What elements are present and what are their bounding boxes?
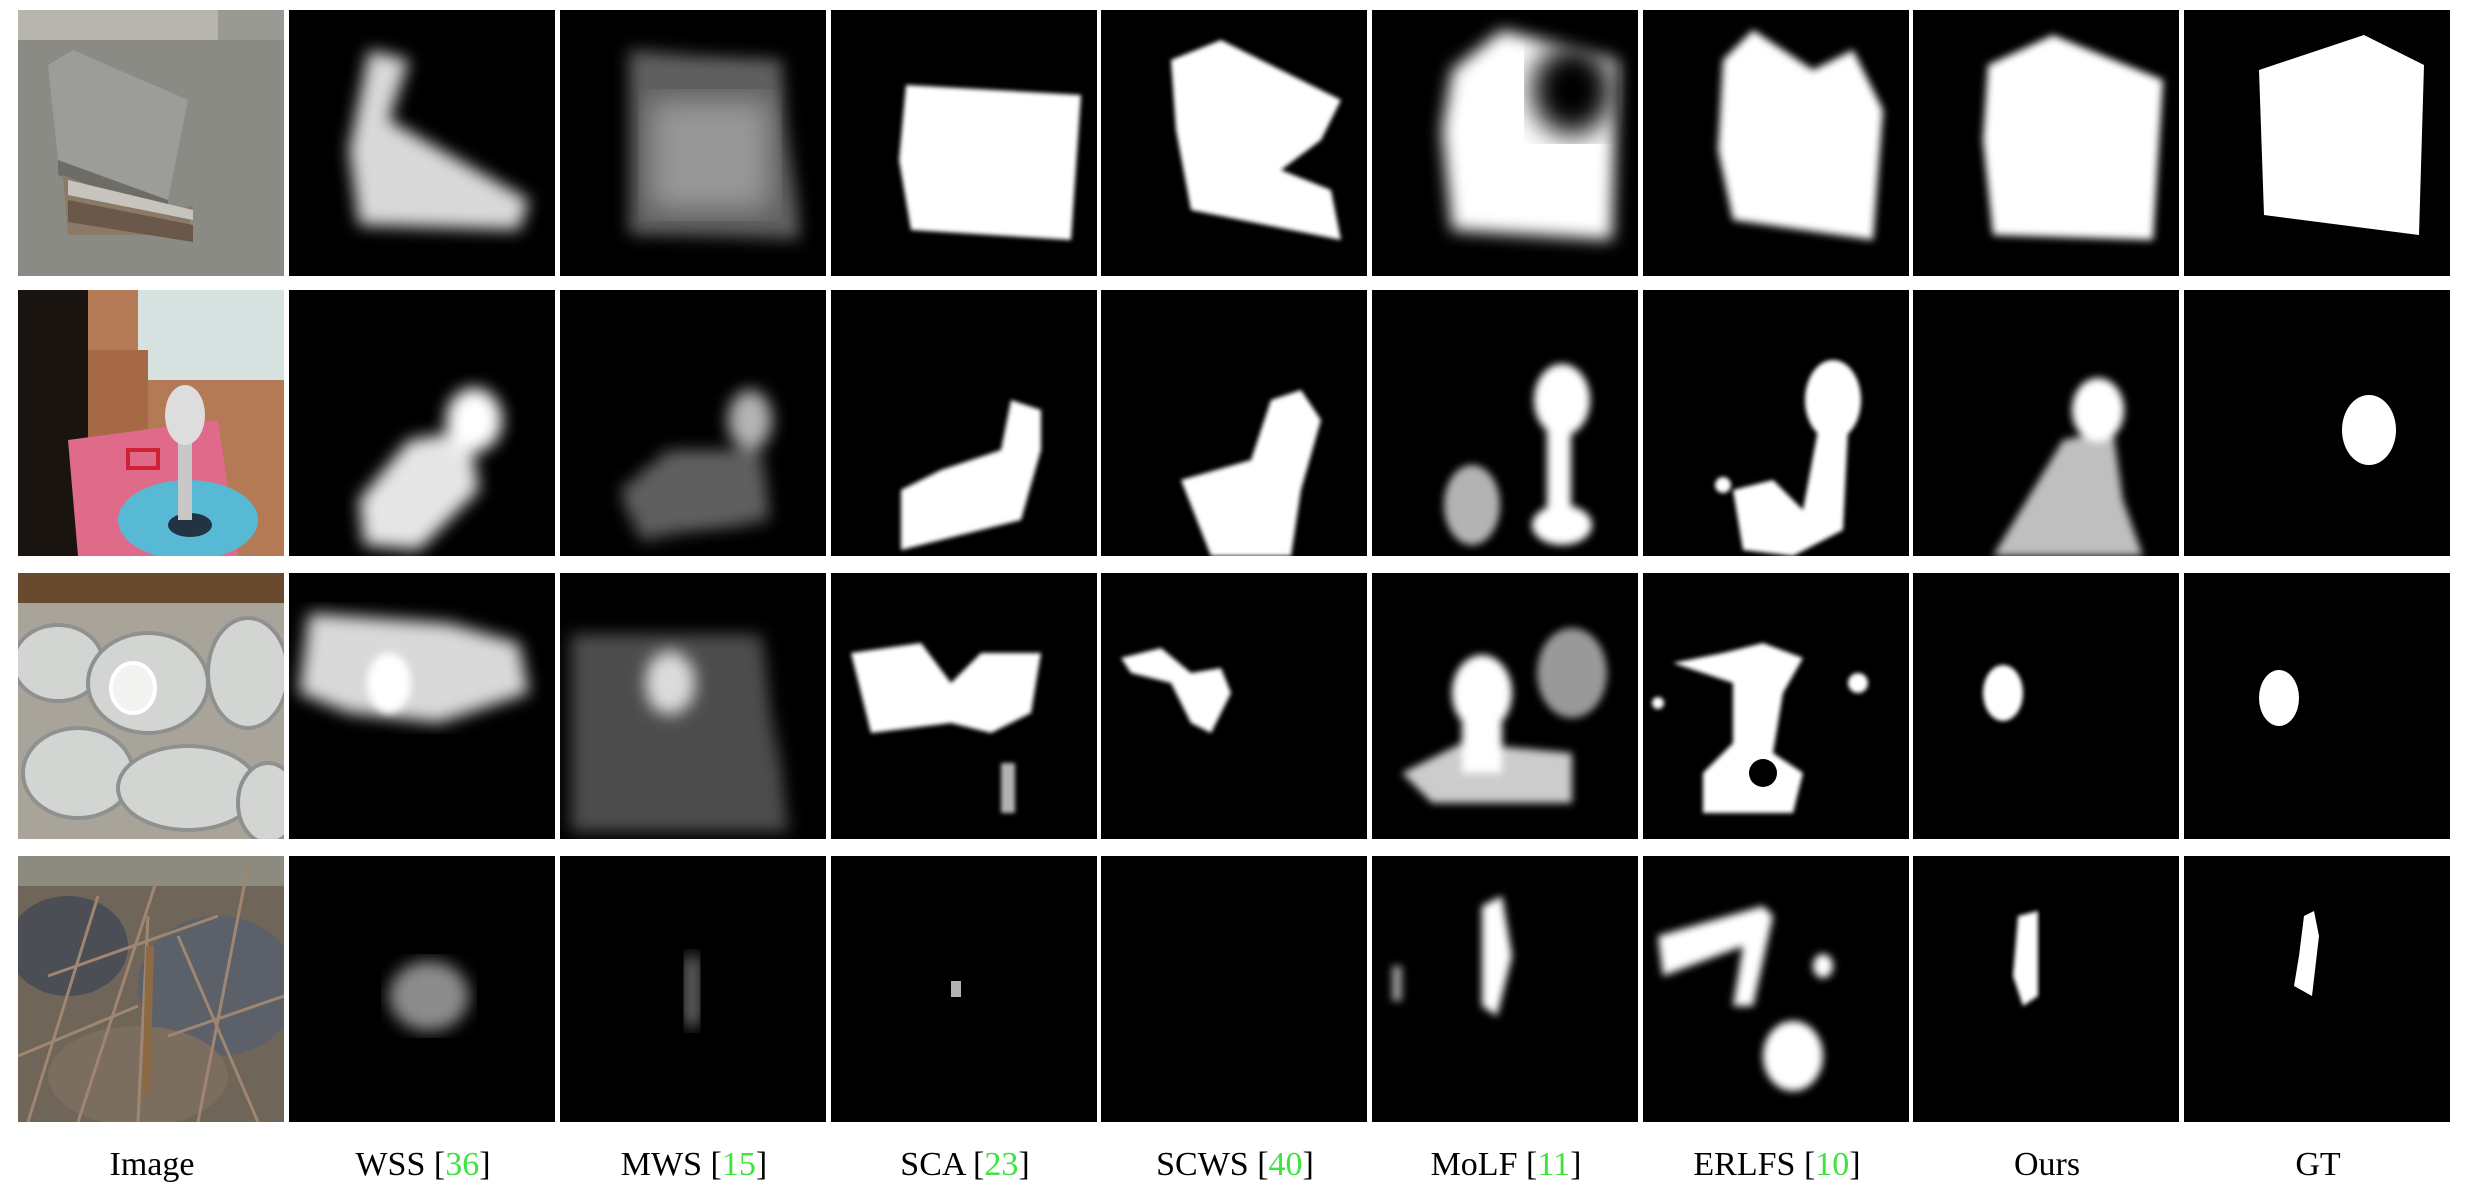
- saliency-map-ours-bottles: [1913, 573, 2179, 839]
- saliency-map-wss-books: [289, 10, 555, 276]
- saliency-map-gt-bottles: [2184, 573, 2450, 839]
- citation-ref[interactable]: 23: [984, 1146, 1019, 1183]
- saliency-map-erlfs-bottles: [1643, 573, 1909, 839]
- saliency-map-mws-joystick: [560, 290, 826, 556]
- input-photo-branches: [18, 856, 284, 1122]
- saliency-map-gt-joystick: [2184, 290, 2450, 556]
- saliency-map-gt-books: [2184, 10, 2450, 276]
- citation-ref[interactable]: 40: [1268, 1146, 1303, 1183]
- saliency-map-molf-joystick: [1372, 290, 1638, 556]
- column-label-scws: SCWS [40]: [1156, 1146, 1314, 1183]
- method-name: MoLF: [1430, 1146, 1518, 1183]
- saliency-map-ours-joystick: [1913, 290, 2179, 556]
- saliency-map-erlfs-joystick: [1643, 290, 1909, 556]
- column-label-gt: GT: [2184, 1130, 2452, 1200]
- input-photo-bottles: [18, 573, 284, 839]
- saliency-map-mws-books: [560, 10, 826, 276]
- saliency-map-wss-bottles: [289, 573, 555, 839]
- saliency-map-sca-joystick: [831, 290, 1097, 556]
- saliency-map-mws-bottles: [560, 573, 826, 839]
- saliency-map-scws-branches: [1101, 856, 1367, 1122]
- method-name: MWS: [620, 1146, 703, 1183]
- column-label-mws: MWS [15]: [620, 1146, 768, 1183]
- saliency-map-erlfs-books: [1643, 10, 1909, 276]
- citation-ref[interactable]: 36: [445, 1146, 480, 1183]
- saliency-map-molf-books: [1372, 10, 1638, 276]
- saliency-map-sca-books: [831, 10, 1097, 276]
- column-label-ours: Ours: [1913, 1130, 2181, 1200]
- saliency-map-ours-books: [1913, 10, 2179, 276]
- saliency-map-erlfs-branches: [1643, 856, 1909, 1122]
- saliency-map-scws-joystick: [1101, 290, 1367, 556]
- input-photo-joystick: [18, 290, 284, 556]
- saliency-map-molf-branches: [1372, 856, 1638, 1122]
- column-label-sca: SCA [23]: [900, 1146, 1030, 1183]
- saliency-map-molf-bottles: [1372, 573, 1638, 839]
- method-name: Ours: [2013, 1146, 2081, 1183]
- saliency-map-sca-bottles: [831, 573, 1097, 839]
- saliency-map-wss-joystick: [289, 290, 555, 556]
- saliency-map-mws-branches: [560, 856, 826, 1122]
- citation-ref[interactable]: 10: [1815, 1146, 1850, 1183]
- column-label-image: Image: [18, 1130, 286, 1200]
- method-name: ERLFS: [1693, 1146, 1796, 1183]
- method-name: GT: [2295, 1146, 2341, 1183]
- saliency-map-gt-branches: [2184, 856, 2450, 1122]
- method-name: Image: [109, 1146, 195, 1183]
- saliency-map-scws-bottles: [1101, 573, 1367, 839]
- column-label-molf: MoLF [11]: [1430, 1146, 1582, 1183]
- citation-ref[interactable]: 11: [1537, 1146, 1571, 1183]
- saliency-map-ours-branches: [1913, 856, 2179, 1122]
- saliency-map-wss-branches: [289, 856, 555, 1122]
- saliency-map-sca-branches: [831, 856, 1097, 1122]
- column-label-wss: WSS [36]: [355, 1146, 491, 1183]
- method-name: SCWS: [1156, 1146, 1249, 1183]
- saliency-map-scws-books: [1101, 10, 1367, 276]
- citation-ref[interactable]: 15: [721, 1146, 756, 1183]
- column-label-erlfs: ERLFS [10]: [1693, 1146, 1861, 1183]
- method-name: WSS: [355, 1146, 426, 1183]
- method-name: SCA: [900, 1146, 965, 1183]
- input-photo-books: [18, 10, 284, 276]
